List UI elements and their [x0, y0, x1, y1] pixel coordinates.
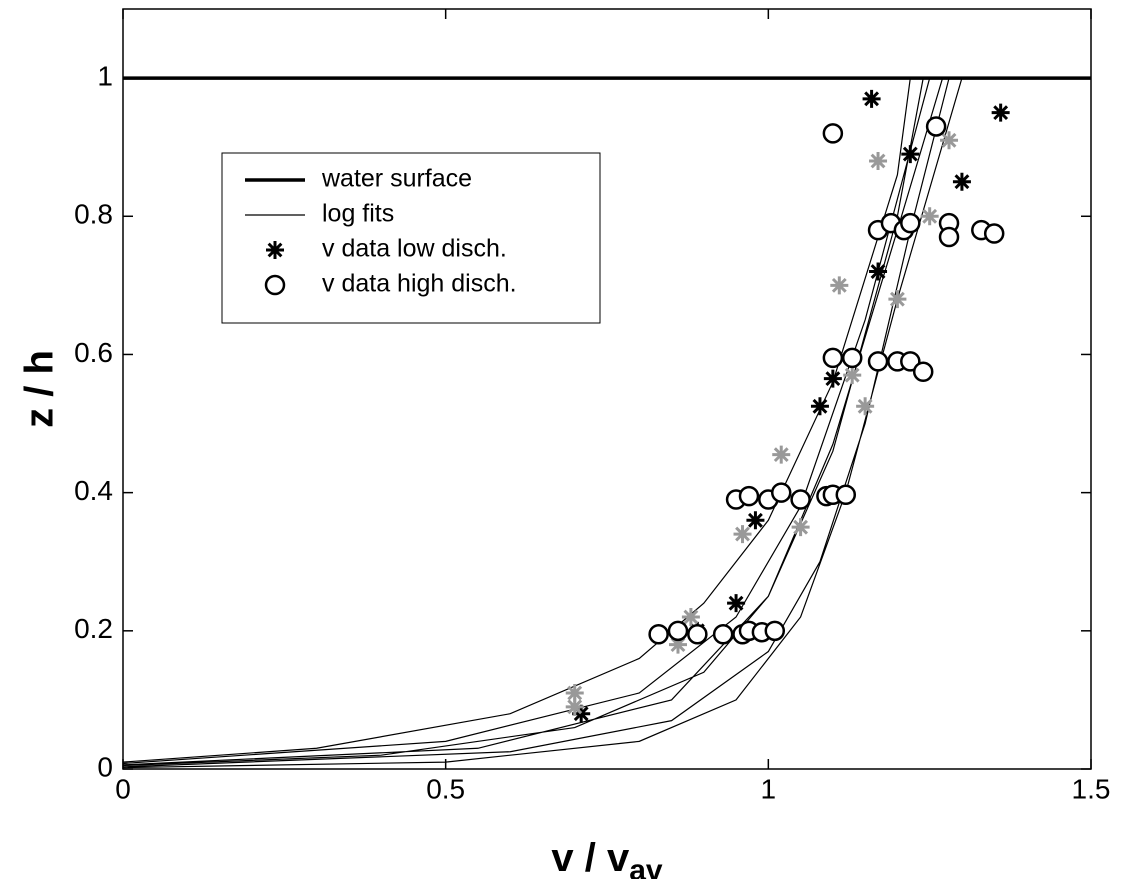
- y-tick-label: 0.4: [74, 475, 113, 506]
- data-point: [668, 635, 687, 654]
- y-tick-label: 0.6: [74, 337, 113, 368]
- x-axis-label-sub: av: [629, 854, 663, 879]
- data-point: [823, 369, 842, 388]
- data-point: [772, 445, 791, 464]
- y-tick-label: 0: [97, 751, 113, 782]
- data-point: [681, 608, 700, 626]
- data-point: [733, 525, 752, 544]
- y-tick-label: 0.2: [74, 613, 113, 644]
- data-point: [791, 518, 810, 537]
- x-tick-label: 1.5: [1072, 773, 1111, 804]
- data-point: [712, 624, 734, 645]
- legend-label: log fits: [322, 200, 394, 228]
- data-point: [900, 212, 921, 234]
- data-point: [869, 262, 888, 281]
- data-point: [862, 89, 881, 108]
- data-point: [822, 123, 844, 144]
- legend-label: water surface: [321, 165, 472, 193]
- data-point: [983, 223, 1005, 244]
- plot-frame: [122, 8, 1092, 770]
- data-point: [938, 226, 960, 248]
- data-point: [856, 397, 875, 416]
- x-axis-label: v / vav: [551, 836, 663, 879]
- legend-swatch: [266, 241, 284, 259]
- data-point: [830, 276, 849, 295]
- legend-swatch: [264, 274, 286, 296]
- legend-label: v data high disch.: [322, 270, 517, 298]
- data-point: [727, 594, 746, 613]
- data-point: [869, 152, 888, 170]
- data-point: [667, 620, 689, 642]
- data-point: [565, 697, 584, 716]
- data-point: [888, 290, 907, 309]
- data-point: [920, 207, 939, 226]
- data-point: [822, 347, 844, 369]
- y-tick-label: 1: [97, 60, 113, 91]
- data-point: [770, 482, 792, 503]
- x-tick-label: 0: [115, 773, 131, 804]
- data-point: [952, 172, 971, 191]
- data-point: [940, 131, 959, 150]
- data-point: [648, 624, 669, 645]
- data-point: [810, 397, 829, 416]
- data-point: [746, 511, 765, 530]
- data-point: [687, 624, 708, 645]
- x-tick-label: 1: [761, 773, 777, 804]
- y-tick-label: 0.8: [74, 199, 113, 230]
- data-point: [738, 485, 760, 507]
- data-point: [841, 347, 863, 369]
- data-point: [790, 489, 811, 510]
- data-point: [843, 366, 862, 385]
- data-point: [867, 351, 889, 372]
- x-tick-label: 0.5: [426, 773, 465, 804]
- data-point: [572, 704, 591, 723]
- data-point: [565, 684, 584, 702]
- x-axis-label-main: v / v: [551, 836, 630, 879]
- data-point: [912, 361, 934, 382]
- data-point: [835, 484, 857, 505]
- legend-label: v data low disch.: [322, 235, 507, 263]
- data-point: [901, 145, 920, 164]
- data-point: [991, 103, 1010, 122]
- data-point: [764, 620, 786, 642]
- data-point: [925, 116, 947, 137]
- y-axis-label: z / h: [18, 350, 62, 428]
